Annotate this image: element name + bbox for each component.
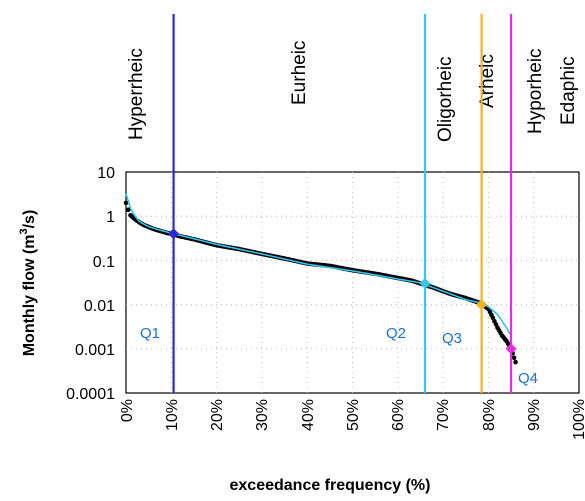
threshold-label-q2: Q2: [386, 325, 406, 342]
threshold-marker-q3: [476, 299, 488, 311]
data-point: [123, 200, 129, 206]
x-tick-label: 10%: [164, 399, 181, 431]
threshold-label-q1: Q1: [140, 325, 160, 342]
series-layer: [123, 193, 518, 365]
data-point: [513, 359, 518, 365]
y-tick-label: 0.0001: [66, 386, 115, 403]
y-tick-label: 0.001: [75, 342, 115, 359]
y-axis-title-end: /s): [21, 210, 38, 229]
x-tick-label: 90%: [526, 399, 543, 431]
x-tick-label: 0%: [119, 399, 136, 422]
x-tick-label: 50%: [345, 399, 362, 431]
y-axis-title-main: Monthly flow (m: [21, 235, 38, 357]
threshold-label-q4: Q4: [518, 370, 538, 387]
threshold-marker-q1: [168, 228, 180, 240]
regime-label-arheic: Arheic: [477, 54, 498, 108]
gridlines: [126, 172, 579, 393]
x-tick-label: 60%: [390, 399, 407, 431]
data-point: [511, 355, 517, 361]
threshold-marker-q4: [505, 343, 517, 355]
x-tick-labels: 0% 10% 20% 30% 40% 50% 60% 70% 80% 90% 1…: [119, 399, 585, 440]
regime-label-hyporheic: Hyporheic: [525, 48, 546, 134]
y-tick-label: 1: [106, 209, 115, 226]
x-tick-label: 30%: [254, 399, 271, 431]
data-point: [126, 207, 131, 212]
threshold-layer: Q1 Q2 Q3 Q4: [140, 14, 538, 393]
fitted-series-line: [125, 193, 512, 336]
threshold-label-q3: Q3: [442, 330, 462, 347]
y-tick-labels: 10 1 0.1 0.01 0.001 0.0001: [66, 165, 115, 403]
x-tick-label: 70%: [435, 399, 452, 431]
x-tick-label: 20%: [209, 399, 226, 431]
x-tick-label: 80%: [481, 399, 498, 431]
regime-label-hyperrheic: Hyperrheic: [126, 48, 147, 140]
regime-label-oligorheic: Oligorheic: [435, 56, 456, 142]
y-tick-label: 0.01: [84, 298, 115, 315]
y-axis-title-superscript: 3: [18, 228, 30, 234]
regime-label-edaphic: Edaphic: [558, 56, 579, 125]
y-axis-title: Monthly flow (m3/s): [18, 210, 38, 357]
x-axis-title: exceedance frequency (%): [230, 477, 431, 494]
threshold-marker-q2: [419, 278, 431, 290]
x-tick-label: 40%: [300, 399, 317, 431]
x-tick-label: 100%: [571, 399, 585, 440]
y-tick-label: 0.1: [93, 254, 115, 271]
y-tick-label: 10: [97, 165, 115, 182]
regime-label-eurheic: Eurheic: [289, 41, 310, 105]
